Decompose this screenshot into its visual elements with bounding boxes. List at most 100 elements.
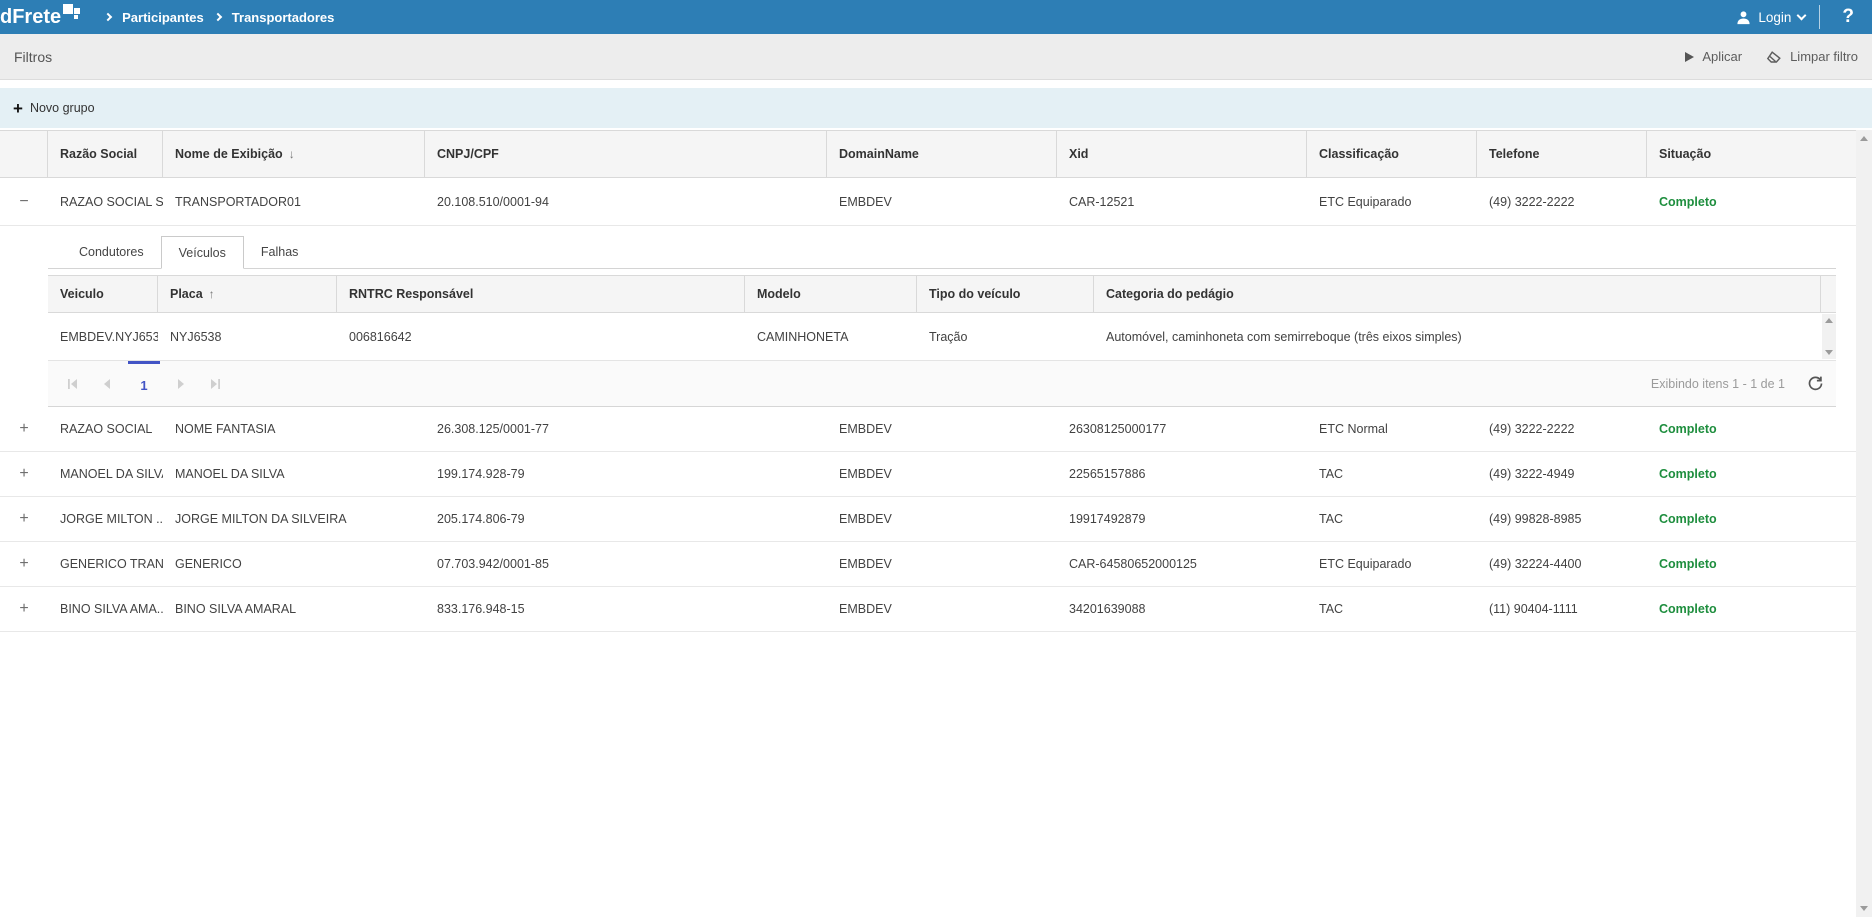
- cell-placa: NYJ6538: [170, 329, 222, 344]
- status-badge: Completo: [1659, 467, 1717, 481]
- table-row[interactable]: + BINO SILVA AMA... BINO SILVA AMARAL 83…: [0, 587, 1856, 632]
- column-header-cnpj-cpf[interactable]: CNPJ/CPF: [425, 131, 827, 177]
- column-header-situacao[interactable]: Situação: [1659, 147, 1712, 161]
- column-header-categoria-pedagio[interactable]: Categoria do pedágio: [1094, 276, 1821, 312]
- vehicles-grid-header-row: Veiculo Placa ↑ RNTRC Responsável Modelo…: [48, 275, 1836, 313]
- table-row[interactable]: − RAZAO SOCIAL S... TRANSPORTADOR01 20.1…: [0, 178, 1856, 226]
- cell-rntrc: 006816642: [349, 329, 412, 344]
- pager-info: Exibindo itens 1 - 1 de 1: [1650, 376, 1785, 391]
- cell-telefone: (49) 3222-4949: [1489, 467, 1575, 481]
- app-logo-text: dFrete: [0, 5, 62, 28]
- column-header-classificacao[interactable]: Classificação: [1307, 131, 1477, 177]
- cell-telefone: (49) 3222-2222: [1489, 422, 1575, 436]
- new-group-label: Novo grupo: [29, 101, 95, 115]
- scroll-down-icon[interactable]: [1860, 906, 1868, 911]
- chevron-right-icon: [213, 12, 223, 22]
- apply-filter-label: Aplicar: [1702, 49, 1743, 64]
- collapse-row-button[interactable]: −: [19, 193, 29, 210]
- prev-page-icon: [104, 378, 110, 389]
- column-header-xid[interactable]: Xid: [1057, 131, 1307, 177]
- cell-veiculo: EMBDEV.NYJ6538: [60, 329, 158, 344]
- cell-xid: 34201639088: [1069, 602, 1146, 616]
- column-header-veiculo[interactable]: Veiculo: [48, 276, 158, 312]
- logo-pixels-icon: [63, 3, 81, 21]
- cell-domainname: EMBDEV: [839, 194, 892, 209]
- cell-nome-exibicao: TRANSPORTADOR01: [175, 194, 301, 209]
- cell-razao-social: RAZAO SOCIAL S...: [60, 194, 163, 209]
- column-header-domainname[interactable]: DomainName: [827, 131, 1057, 177]
- scroll-up-icon[interactable]: [1860, 136, 1868, 141]
- column-header-modelo[interactable]: Modelo: [745, 276, 917, 312]
- help-button[interactable]: ?: [1834, 6, 1862, 28]
- filter-bar: Filtros Aplicar Limpar filtro: [0, 34, 1872, 80]
- column-header-placa[interactable]: Placa ↑: [158, 276, 337, 312]
- tab-condutores[interactable]: Condutores: [79, 245, 144, 259]
- cell-xid: 22565157886: [1069, 467, 1146, 481]
- prev-page-button[interactable]: [94, 371, 120, 397]
- next-page-button[interactable]: [168, 371, 194, 397]
- breadcrumb: Participantes Transportadores: [103, 9, 335, 25]
- status-badge: Completo: [1659, 422, 1717, 436]
- column-header-nome-exibicao[interactable]: Nome de Exibição ↓: [163, 131, 425, 177]
- breadcrumb-item-transportadores[interactable]: Transportadores: [231, 9, 335, 25]
- column-header-telefone[interactable]: Telefone: [1477, 131, 1647, 177]
- scroll-down-icon[interactable]: [1825, 350, 1833, 355]
- page-1-button[interactable]: 1: [128, 360, 160, 407]
- detail-content: Condutores Veículos Falhas Veiculo Placa…: [48, 226, 1836, 407]
- clear-filter-button[interactable]: Limpar filtro: [1766, 49, 1858, 64]
- sort-desc-icon: ↓: [288, 147, 295, 161]
- tab-falhas[interactable]: Falhas: [260, 245, 299, 259]
- status-badge: Completo: [1659, 557, 1717, 571]
- cell-cnpj-cpf: 20.108.510/0001-94: [437, 194, 549, 209]
- tab-veiculos[interactable]: Veículos: [160, 236, 244, 269]
- cell-nome-exibicao: MANOEL DA SILVA: [175, 467, 285, 481]
- scroll-up-icon[interactable]: [1825, 318, 1833, 323]
- new-group-button[interactable]: + Novo grupo: [0, 88, 1872, 128]
- cell-classificacao: ETC Equiparado: [1319, 194, 1412, 209]
- column-header-razao-social[interactable]: Razão Social: [48, 131, 163, 177]
- expand-row-button[interactable]: +: [19, 421, 29, 437]
- topbar-divider: [1819, 5, 1821, 29]
- cell-cnpj-cpf: 07.703.942/0001-85: [437, 557, 549, 571]
- column-header-rntrc[interactable]: RNTRC Responsável: [337, 276, 745, 312]
- expand-row-button[interactable]: +: [19, 601, 29, 617]
- sort-asc-icon: ↑: [208, 287, 215, 301]
- clear-filter-label: Limpar filtro: [1790, 49, 1858, 64]
- expand-row-button[interactable]: +: [19, 466, 29, 482]
- cell-classificacao: TAC: [1319, 512, 1344, 526]
- table-row[interactable]: + RAZAO SOCIAL NOME FANTASIA 26.308.125/…: [0, 407, 1856, 452]
- cell-telefone: (49) 32224-4400: [1489, 557, 1582, 571]
- cell-domainname: EMBDEV: [839, 422, 892, 436]
- table-row[interactable]: + MANOEL DA SILVA MANOEL DA SILVA 199.17…: [0, 452, 1856, 497]
- status-badge: Completo: [1659, 194, 1717, 209]
- vehicles-grid: Veiculo Placa ↑ RNTRC Responsável Modelo…: [48, 275, 1836, 407]
- vehicle-row[interactable]: EMBDEV.NYJ6538 NYJ6538 006816642 CAMINHO…: [48, 313, 1836, 361]
- table-row[interactable]: + JORGE MILTON ... JORGE MILTON DA SILVE…: [0, 497, 1856, 542]
- expand-row-button[interactable]: +: [19, 511, 29, 527]
- cell-nome-exibicao: NOME FANTASIA: [175, 422, 276, 436]
- login-button[interactable]: Login: [1736, 10, 1807, 25]
- cell-razao-social: BINO SILVA AMA...: [60, 602, 163, 616]
- apply-filter-button[interactable]: Aplicar: [1685, 49, 1742, 64]
- detail-tabstrip: Condutores Veículos Falhas: [48, 236, 1836, 269]
- cell-telefone: (11) 90404-1111: [1489, 602, 1578, 616]
- vehicles-grid-scrollbar[interactable]: [1822, 314, 1836, 359]
- cell-classificacao: TAC: [1319, 467, 1344, 481]
- user-icon: [1737, 10, 1750, 24]
- column-header-tipo-veiculo[interactable]: Tipo do veículo: [917, 276, 1094, 312]
- main-scrollbar[interactable]: [1856, 130, 1872, 917]
- app-logo[interactable]: dFrete: [0, 3, 81, 29]
- last-page-button[interactable]: [202, 371, 228, 397]
- transporters-grid: Razão Social Nome de Exibição ↓ CNPJ/CPF…: [0, 130, 1856, 632]
- cell-razao-social: JORGE MILTON ...: [60, 512, 163, 526]
- cell-cnpj-cpf: 199.174.928-79: [437, 467, 525, 481]
- chevron-down-icon: [1796, 10, 1807, 20]
- first-page-button[interactable]: [60, 371, 86, 397]
- refresh-button[interactable]: [1807, 375, 1824, 392]
- table-row[interactable]: + GENERICO TRAN... GENERICO 07.703.942/0…: [0, 542, 1856, 587]
- cell-cnpj-cpf: 833.176.948-15: [437, 602, 525, 616]
- cell-classificacao: ETC Normal: [1319, 422, 1388, 436]
- breadcrumb-item-participantes[interactable]: Participantes: [122, 9, 204, 25]
- expand-row-button[interactable]: +: [19, 556, 29, 572]
- next-page-icon: [178, 378, 184, 389]
